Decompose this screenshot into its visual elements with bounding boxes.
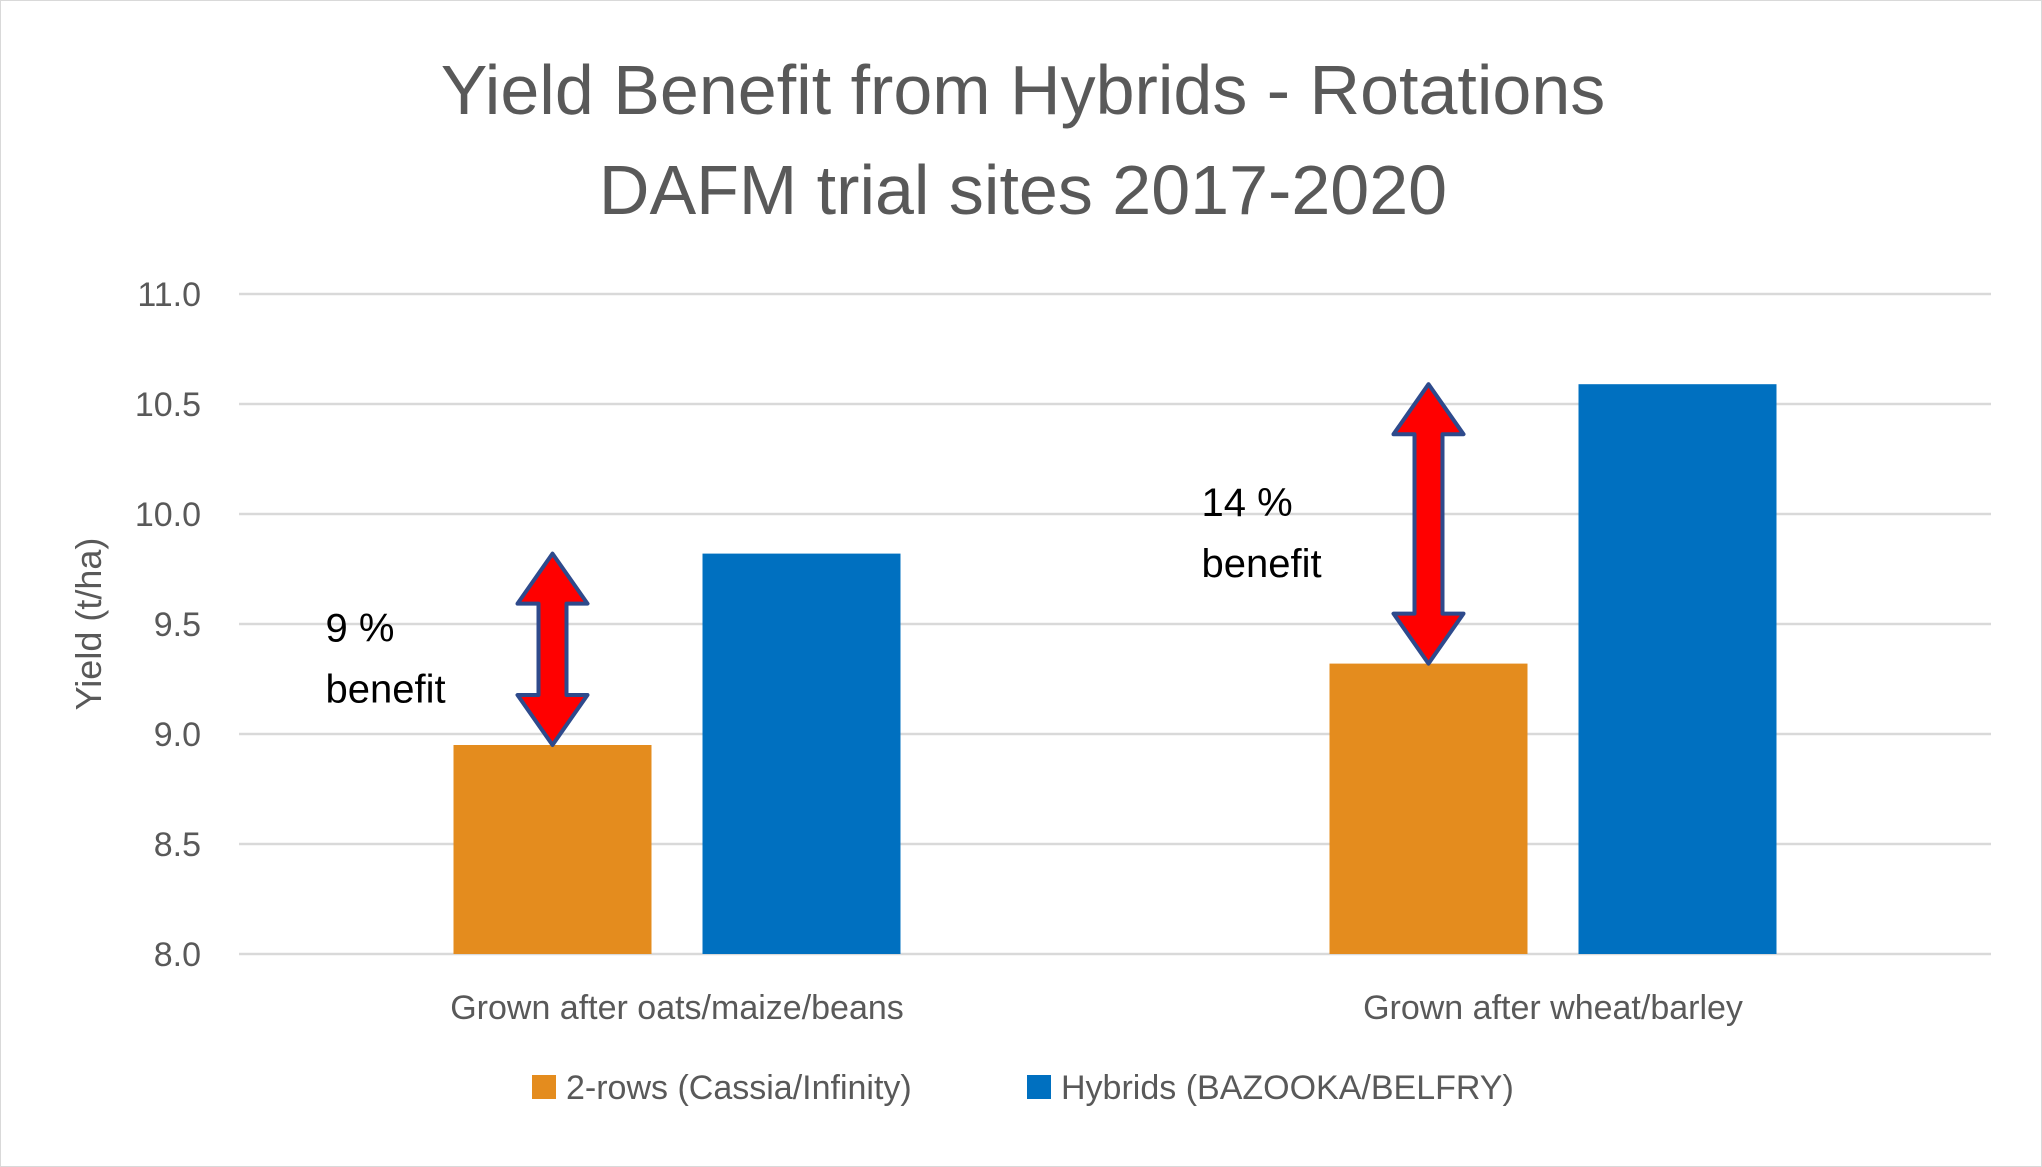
legend: 2-rows (Cassia/Infinity) Hybrids (BAZOOKA… <box>532 1069 1514 1107</box>
bar <box>1578 384 1777 954</box>
bars <box>453 384 1777 954</box>
y-tick-label: 9.5 <box>154 606 201 644</box>
benefit-arrow <box>1391 382 1466 666</box>
benefit-arrow <box>515 551 590 747</box>
bar <box>702 553 901 954</box>
x-axis-categories: Grown after oats/maize/beans Grown after … <box>450 989 1743 1027</box>
legend-label: 2-rows (Cassia/Infinity) <box>566 1069 912 1107</box>
bar <box>453 745 652 954</box>
benefit-label: 14 % <box>1202 481 1293 525</box>
y-tick-label: 11.0 <box>137 276 201 314</box>
bar <box>1329 663 1528 954</box>
chart-title-line: DAFM trial sites 2017-2020 <box>599 151 1447 229</box>
legend-label: Hybrids (BAZOOKA/BELFRY) <box>1061 1069 1514 1107</box>
y-tick-label: 10.5 <box>135 386 201 424</box>
benefit-label: benefit <box>326 667 446 711</box>
benefit-label: 9 % <box>326 606 395 650</box>
benefit-label: benefit <box>1202 542 1322 586</box>
x-category-label: Grown after oats/maize/beans <box>450 989 904 1027</box>
legend-swatch <box>1027 1075 1051 1099</box>
y-tick-label: 10.0 <box>135 496 201 534</box>
chart-title: Yield Benefit from Hybrids - Rotations DA… <box>441 51 1606 229</box>
y-axis-label: Yield (t/ha) <box>68 538 109 711</box>
benefit-annotations: 9 % benefit 14 % benefit <box>326 382 1466 747</box>
y-tick-label: 9.0 <box>154 716 201 754</box>
y-tick-label: 8.5 <box>154 826 201 864</box>
x-category-label: Grown after wheat/barley <box>1363 989 1743 1027</box>
legend-swatch <box>532 1075 556 1099</box>
y-axis-ticks: 8.0 8.5 9.0 9.5 10.0 10.5 11.0 <box>135 276 201 974</box>
chart-title-line: Yield Benefit from Hybrids - Rotations <box>441 51 1606 129</box>
y-tick-label: 8.0 <box>154 936 201 974</box>
